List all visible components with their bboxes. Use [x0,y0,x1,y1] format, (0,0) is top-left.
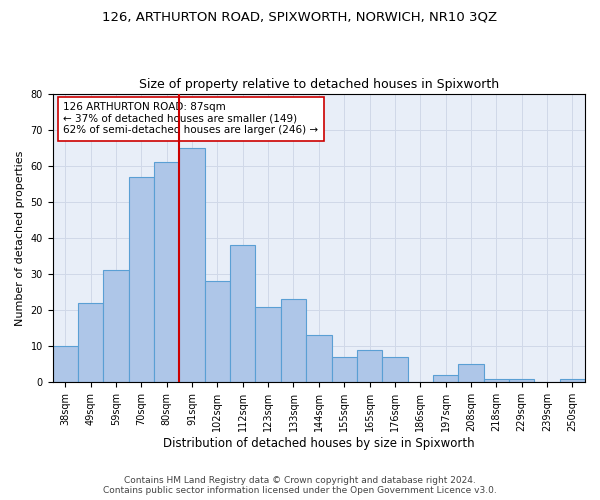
Bar [382,357,407,382]
Bar [230,245,256,382]
Bar [433,375,458,382]
Text: 126 ARTHURTON ROAD: 87sqm
← 37% of detached houses are smaller (149)
62% of semi: 126 ARTHURTON ROAD: 87sqm ← 37% of detac… [63,102,319,136]
Bar [484,378,509,382]
Bar [357,350,382,382]
Y-axis label: Number of detached properties: Number of detached properties [15,150,25,326]
Bar [458,364,484,382]
X-axis label: Distribution of detached houses by size in Spixworth: Distribution of detached houses by size … [163,437,475,450]
Bar [154,162,179,382]
Bar [509,378,535,382]
Bar [256,306,281,382]
Bar [306,336,332,382]
Bar [129,176,154,382]
Bar [281,300,306,382]
Bar [332,357,357,382]
Bar [560,378,585,382]
Bar [103,270,129,382]
Bar [179,148,205,382]
Bar [53,346,78,383]
Bar [205,282,230,382]
Text: 126, ARTHURTON ROAD, SPIXWORTH, NORWICH, NR10 3QZ: 126, ARTHURTON ROAD, SPIXWORTH, NORWICH,… [103,10,497,23]
Bar [78,303,103,382]
Text: Contains HM Land Registry data © Crown copyright and database right 2024.
Contai: Contains HM Land Registry data © Crown c… [103,476,497,495]
Title: Size of property relative to detached houses in Spixworth: Size of property relative to detached ho… [139,78,499,91]
